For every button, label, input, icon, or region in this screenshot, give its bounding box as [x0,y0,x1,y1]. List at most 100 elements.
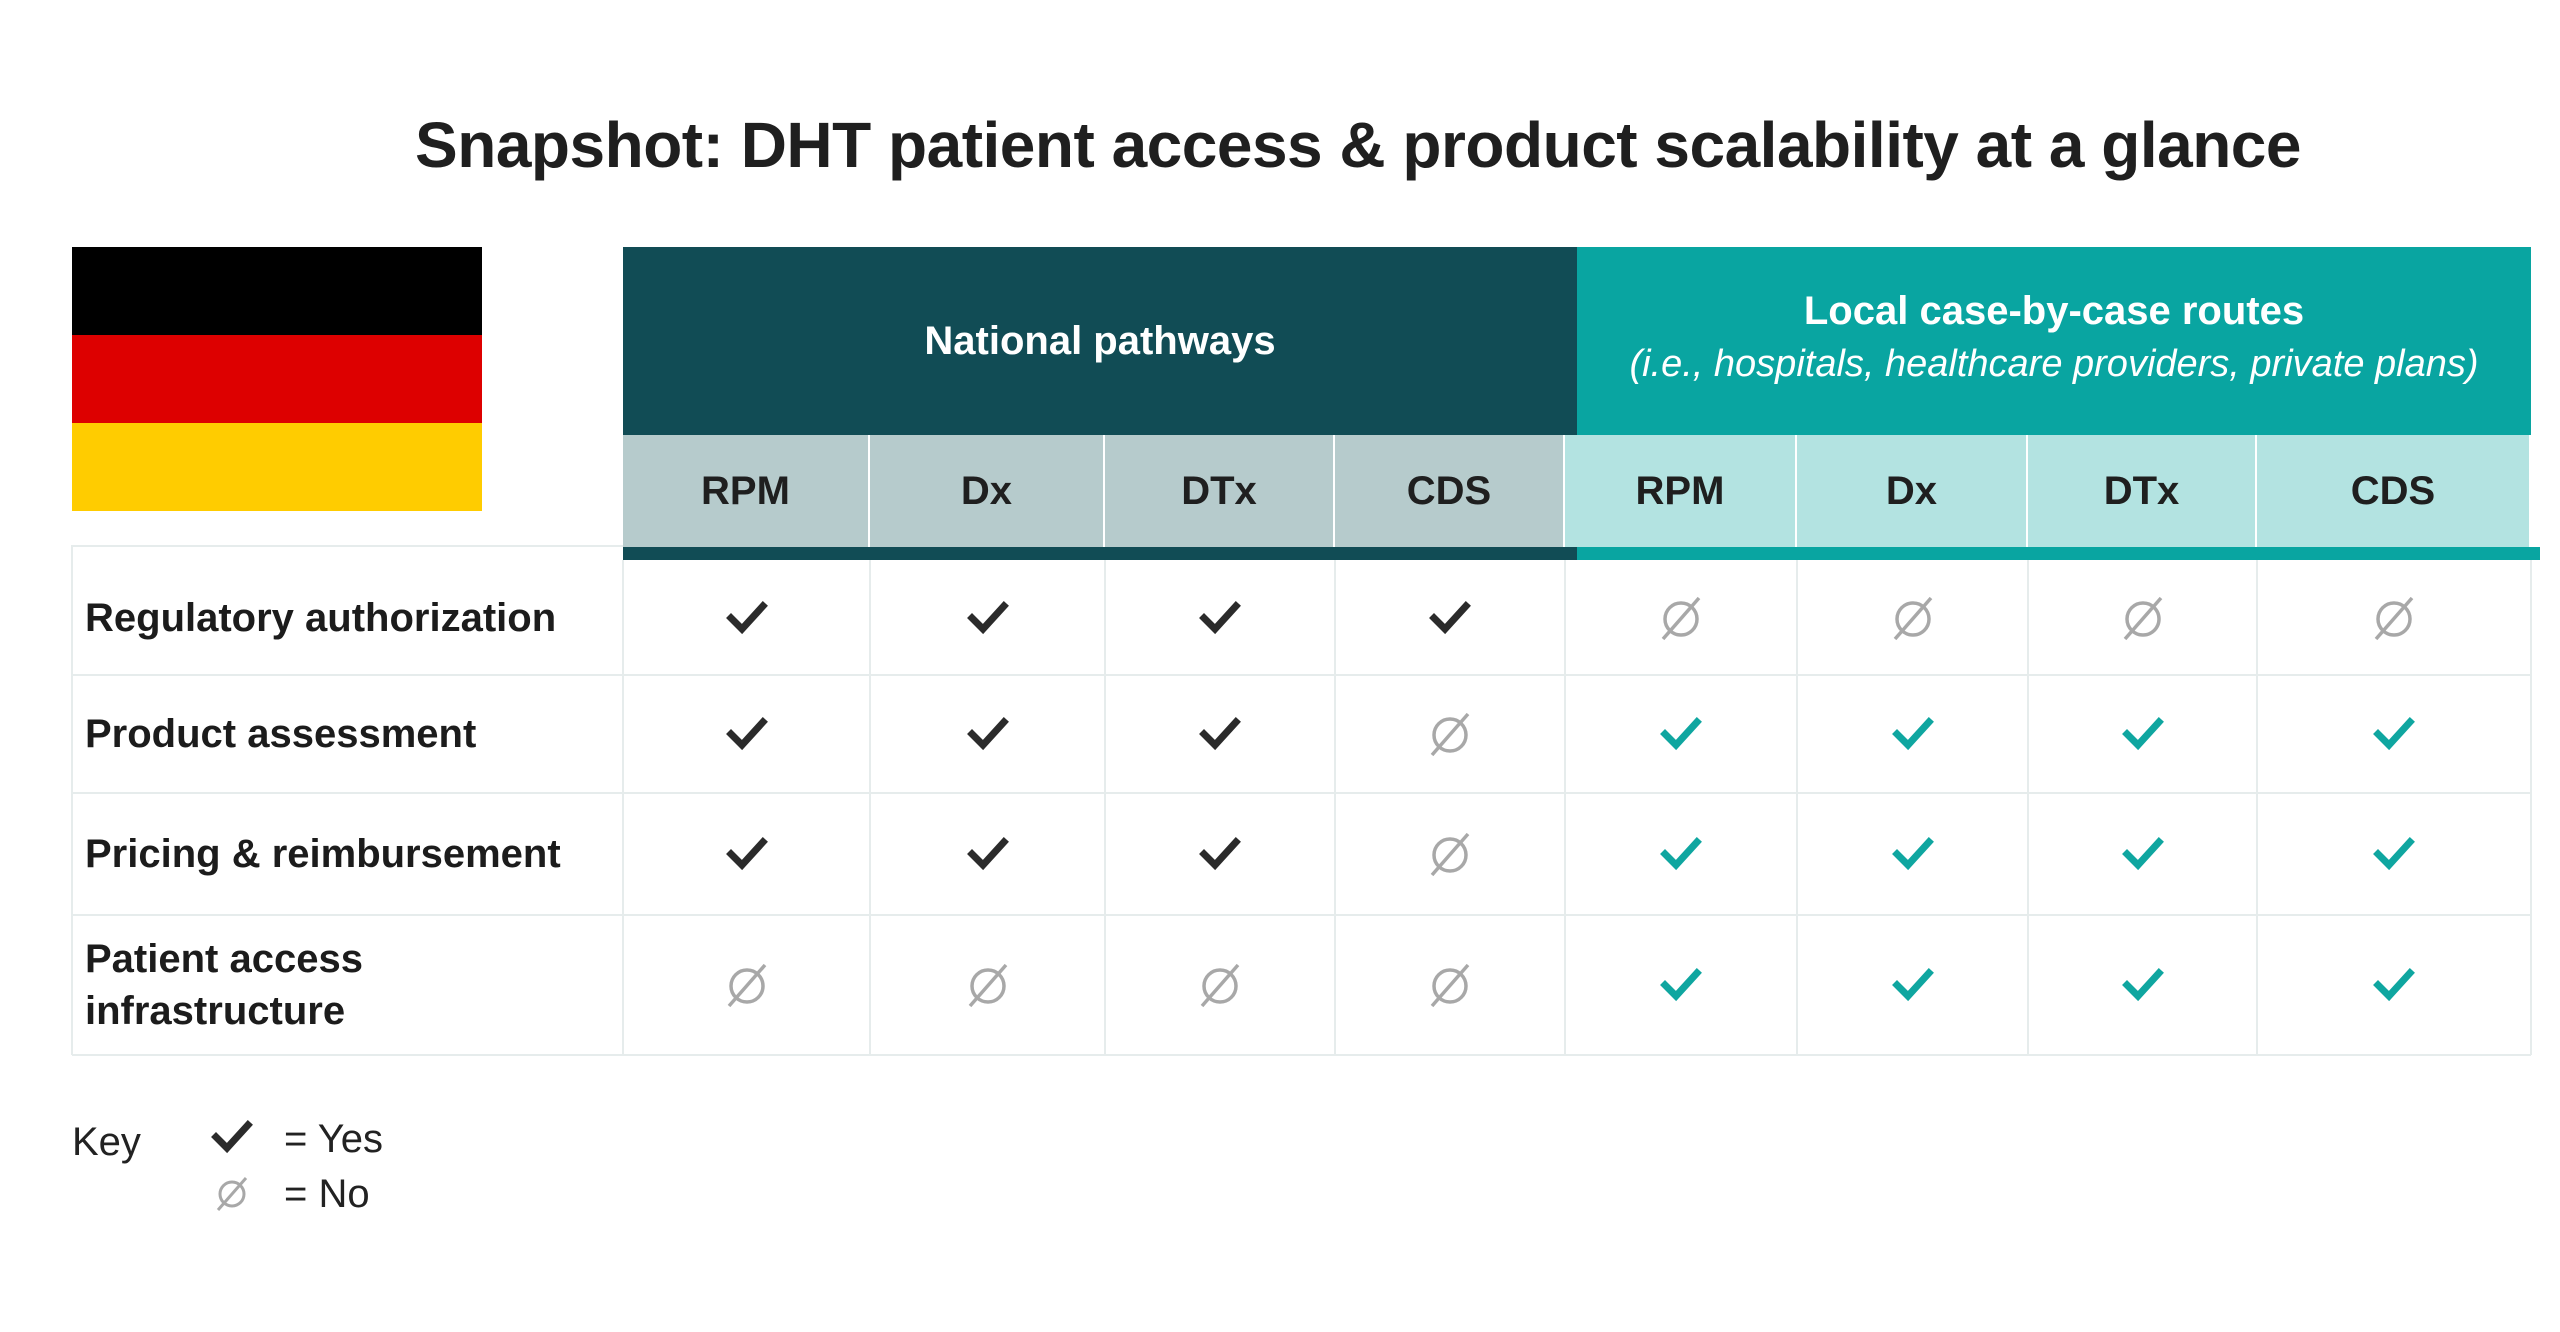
table-cell [1335,560,1565,675]
table-cell [2257,560,2531,675]
germany-flag [72,247,482,511]
check-icon [965,595,1011,641]
table-cell [1335,793,1565,915]
check-icon [724,711,770,757]
row-label: Pricing & reimbursement [85,832,561,876]
column-divider [1334,560,1336,1055]
table-cell [1105,675,1335,793]
row-divider [72,914,2531,916]
local-routes-subtitle: (i.e., hospitals, healthcare providers, … [1629,343,2479,385]
row-label: Patient access infrastructure [85,937,363,1033]
check-icon [1197,711,1243,757]
check-icon [724,831,770,877]
table-cell [1797,560,2028,675]
empty-set-icon [2117,592,2169,644]
table-cell [2257,675,2531,793]
check-icon [2371,831,2417,877]
check-icon [1427,595,1473,641]
flag-stripe-red [72,335,482,423]
table-cell [1105,560,1335,675]
column-divider [2530,560,2532,1055]
empty-set-icon [1194,959,1246,1011]
national-pathways-title: National pathways [924,319,1276,363]
empty-set-icon [962,959,1014,1011]
check-icon [1658,962,1704,1008]
check-icon [1890,831,1936,877]
flag-stripe-gold [72,423,482,511]
key-no: = No [210,1170,370,1219]
empty-set-icon [1655,592,1707,644]
table-cell [1797,793,2028,915]
table-cell [870,560,1105,675]
check-icon [1658,711,1704,757]
table-cell [870,793,1105,915]
check-icon [210,1115,254,1164]
label-column-top-border [72,545,623,547]
column-divider [622,560,624,1055]
row-label: Regulatory authorization [85,595,557,640]
local-routes-title: Local case-by-case routes [1803,289,2305,333]
row-divider [72,674,2531,676]
table-cell [623,793,870,915]
check-icon [1197,595,1243,641]
empty-set-icon [1887,592,1939,644]
check-icon [1197,831,1243,877]
table-cell [1565,560,1797,675]
column-header-national-cds: CDS [1335,435,1565,547]
check-icon [2120,962,2166,1008]
table-cell [2028,915,2257,1055]
check-icon [724,595,770,641]
check-icon [2120,831,2166,877]
local-routes-header: Local case-by-case routes (i.e., hospita… [1577,247,2531,435]
column-divider [2256,560,2258,1055]
table-cell [1797,915,2028,1055]
check-icon [2120,711,2166,757]
page-title: Snapshot: DHT patient access & product s… [415,109,2301,181]
table-cell [2028,793,2257,915]
column-divider [1564,560,1566,1055]
column-divider [71,545,73,1055]
column-divider [1104,560,1106,1055]
check-icon [1890,962,1936,1008]
check-icon [1890,711,1936,757]
table-cell [1797,675,2028,793]
table-cell [1565,675,1797,793]
table-cell [870,915,1105,1055]
key-yes: = Yes [210,1115,383,1164]
empty-set-icon [210,1170,254,1219]
table-cell [623,915,870,1055]
table-cell [1565,793,1797,915]
empty-set-icon [1424,708,1476,760]
column-divider [869,560,871,1055]
table-cell [623,560,870,675]
national-underline [623,547,1577,560]
empty-set-icon [1424,828,1476,880]
column-header-local-cds: CDS [2257,435,2531,547]
table-cell [623,675,870,793]
empty-set-icon [1424,959,1476,1011]
key-yes-label: = Yes [284,1117,384,1161]
table-cell [2028,675,2257,793]
check-icon [1658,831,1704,877]
column-divider [2027,560,2029,1055]
table-cell [1105,915,1335,1055]
column-divider [1796,560,1798,1055]
check-icon [2371,962,2417,1008]
table-cell [1335,675,1565,793]
key-no-label: = No [284,1172,370,1216]
column-header-local-dtx: DTx [2028,435,2257,547]
table-cell [1565,915,1797,1055]
column-header-national-rpm: RPM [623,435,870,547]
column-header-national-dtx: DTx [1105,435,1335,547]
key-label: Key [72,1120,141,1164]
check-icon [965,831,1011,877]
row-divider [72,792,2531,794]
column-header-local-dx: Dx [1797,435,2028,547]
row-label: Product assessment [85,712,477,756]
table-cell [2028,560,2257,675]
local-underline [1577,547,2540,560]
table-cell [2257,793,2531,915]
table-cell [1335,915,1565,1055]
table-cell [870,675,1105,793]
empty-set-icon [2368,592,2420,644]
